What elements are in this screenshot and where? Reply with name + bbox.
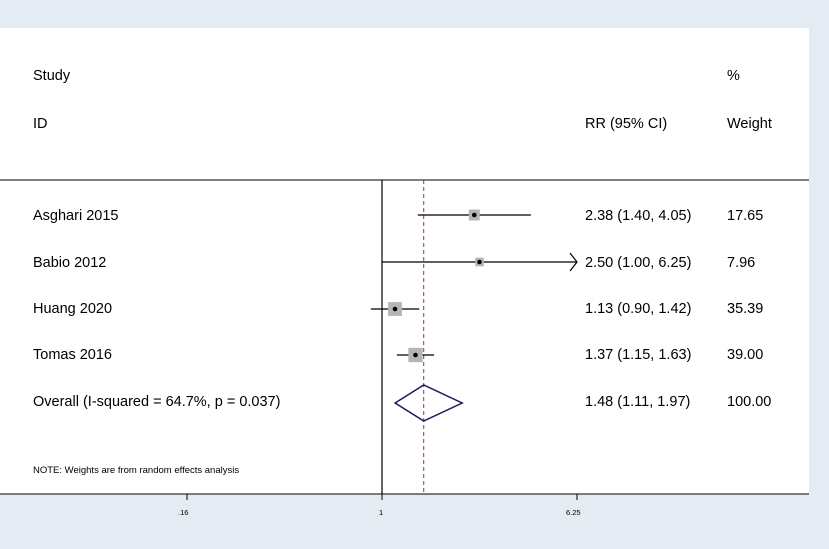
header-weight: Weight: [727, 116, 772, 132]
overall-label: Overall (I-squared = 64.7%, p = 0.037): [33, 394, 281, 410]
header-rr-ci: RR (95% CI): [585, 116, 668, 132]
study-weight: 17.65: [727, 208, 764, 224]
header-percent: %: [727, 68, 740, 84]
study-label: Huang 2020: [33, 301, 113, 317]
point-estimate: [471, 212, 477, 218]
study-label: Asghari 2015: [33, 208, 119, 224]
study-ci: 2.38 (1.40, 4.05): [585, 208, 692, 224]
study-ci: 1.37 (1.15, 1.63): [585, 347, 692, 363]
point-estimate: [477, 259, 482, 265]
study-label: Tomas 2016: [33, 347, 112, 363]
header-study: Study: [33, 68, 71, 84]
x-tick-label: .16: [178, 508, 189, 517]
ci-arrow: [569, 252, 578, 272]
study-weight: 35.39: [727, 301, 764, 317]
overall-ci: 1.48 (1.11, 1.97): [585, 394, 691, 410]
point-estimate: [413, 352, 418, 358]
plot-panel: [0, 28, 809, 494]
study-label: Babio 2012: [33, 255, 107, 271]
study-weight: 7.96: [727, 255, 756, 271]
x-tick-label: 1: [379, 508, 384, 517]
point-estimate: [392, 306, 398, 312]
x-tick-label: 6.25: [566, 508, 581, 517]
header-id: ID: [33, 116, 48, 132]
study-ci: 1.13 (0.90, 1.42): [585, 301, 692, 317]
study-ci: 2.50 (1.00, 6.25): [585, 255, 692, 271]
overall-diamond: [393, 384, 464, 422]
footnote: NOTE: Weights are from random effects an…: [33, 465, 240, 476]
overall-weight: 100.00: [727, 394, 772, 410]
study-weight: 39.00: [727, 347, 764, 363]
